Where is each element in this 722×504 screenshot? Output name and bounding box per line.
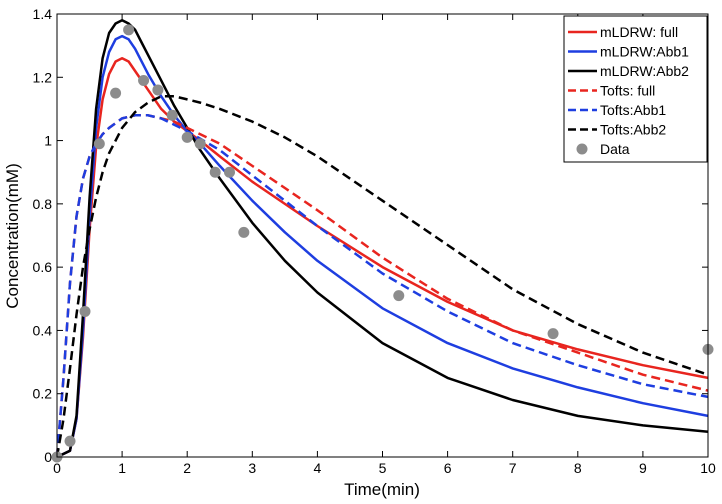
legend-label: Tofts:Abb1: [600, 102, 666, 118]
data-point: [209, 166, 221, 178]
series-line-mldrw-abb2: [56, 19, 709, 459]
y-tick-label: 1.4: [33, 6, 53, 22]
series-layer: [55, 19, 709, 459]
data-point: [110, 87, 122, 99]
x-tick-label: 0: [53, 460, 61, 476]
legend-label: mLDRW:Abb2: [600, 63, 689, 79]
legend-label: mLDRW: full: [600, 24, 678, 40]
x-tick-label: 1: [118, 460, 126, 476]
data-point: [181, 131, 193, 143]
data-point: [123, 24, 135, 36]
y-tick-label: 0.8: [33, 196, 53, 212]
y-tick-label: 0: [44, 449, 52, 465]
data-point: [64, 435, 76, 447]
series-line-tofts-abb2: [55, 95, 709, 458]
x-tick-label: 3: [248, 460, 256, 476]
x-tick-label: 2: [183, 460, 191, 476]
legend-label: Tofts: full: [600, 83, 655, 99]
data-point: [194, 138, 206, 150]
data-point: [547, 328, 559, 340]
series-line-mldrw-abb1: [56, 34, 709, 459]
legend-label: mLDRW:Abb1: [600, 44, 689, 60]
data-point: [393, 290, 405, 302]
x-tick-label: 7: [509, 460, 517, 476]
legend-label: Data: [600, 141, 630, 157]
data-point: [238, 226, 250, 238]
legend-label: Tofts:Abb2: [600, 122, 666, 138]
data-point: [93, 138, 105, 150]
data-point: [138, 74, 150, 86]
y-tick-label: 1.2: [33, 69, 53, 85]
data-point: [79, 305, 91, 317]
x-tick-label: 8: [574, 460, 582, 476]
x-tick-label: 4: [314, 460, 322, 476]
y-axis-label: Concentration(mM): [3, 163, 22, 309]
x-tick-label: 10: [700, 460, 716, 476]
y-tick-label: 0.6: [33, 259, 53, 275]
data-point: [166, 109, 178, 121]
x-tick-label: 6: [444, 460, 452, 476]
legend-marker: [576, 143, 588, 155]
series-line-tofts-abb1: [55, 114, 709, 458]
y-tick-label: 1: [44, 133, 52, 149]
axis-ticks: 0 1 2 3 4 5 6 7 8 9 10 0 0.2 0.4 0.6 0.8 1 1.2 1.4: [33, 6, 716, 476]
data-point: [152, 84, 164, 96]
legend-box: [563, 15, 708, 163]
x-tick-label: 5: [379, 460, 387, 476]
y-tick-label: 0.2: [33, 386, 53, 402]
legend: mLDRW: full mLDRW:Abb1 mLDRW:Abb2 Tofts: fu…: [563, 15, 708, 163]
x-axis-label: Time(min): [344, 480, 420, 499]
y-tick-label: 0.4: [33, 322, 53, 338]
x-tick-label: 9: [639, 460, 647, 476]
data-point: [224, 166, 236, 178]
